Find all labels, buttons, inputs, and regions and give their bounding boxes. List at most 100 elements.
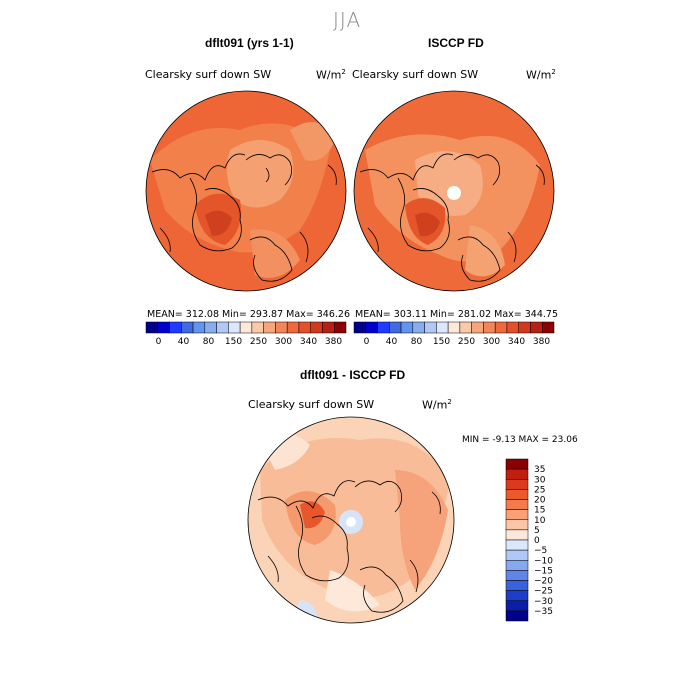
colorbar-swatch bbox=[483, 321, 496, 334]
diff-minmax: MIN = -9.13 MAX = 23.06 bbox=[462, 435, 578, 445]
colorbar-tick-label: 340 bbox=[300, 337, 317, 347]
colorbar-swatch bbox=[505, 600, 529, 612]
colorbar-tick-label: 340 bbox=[508, 337, 525, 347]
colorbar-swatch bbox=[228, 321, 241, 334]
colorbar-swatch bbox=[505, 590, 529, 601]
colorbar-tick-label: 150 bbox=[225, 337, 242, 347]
colorbar-tick-label: 0 bbox=[156, 337, 162, 347]
colorbar-tick-label: 80 bbox=[203, 337, 215, 347]
colorbar-swatch bbox=[436, 321, 449, 334]
colorbar-swatch bbox=[447, 321, 461, 334]
colorbar-swatch bbox=[424, 321, 437, 334]
colorbar-tick-label: 150 bbox=[433, 337, 450, 347]
colorbar-swatch bbox=[181, 321, 194, 334]
colorbar-swatch bbox=[505, 580, 529, 591]
colorbar-tick-label: 250 bbox=[250, 337, 267, 347]
abs-colorbar-2 bbox=[353, 321, 555, 334]
colorbar-swatch bbox=[275, 321, 288, 334]
colorbar-swatch bbox=[505, 489, 529, 500]
colorbar-swatch bbox=[377, 321, 390, 334]
map1-region bbox=[226, 140, 294, 208]
panel2-units-sup: 2 bbox=[551, 68, 556, 76]
colorbar-swatch bbox=[505, 468, 529, 480]
map1-border bbox=[145, 90, 347, 292]
colorbar-tick-label: 40 bbox=[386, 337, 398, 347]
diff-title: dflt091 - ISCCP FD bbox=[300, 368, 406, 382]
panel2-units: W/m2 bbox=[526, 68, 556, 82]
colorbar-tick-label: 380 bbox=[533, 337, 550, 347]
map1-polar-projection bbox=[146, 91, 346, 291]
map2-border bbox=[353, 90, 555, 292]
colorbar-swatch bbox=[310, 321, 323, 334]
panel1-field: Clearsky surf down SW bbox=[145, 68, 272, 81]
colorbar-swatch bbox=[169, 321, 182, 334]
diff-colorbar bbox=[505, 458, 529, 622]
colorbar-swatch bbox=[353, 321, 367, 334]
colorbar-tick-label: −15 bbox=[534, 566, 553, 576]
diff-units-sup: 2 bbox=[447, 398, 452, 406]
map2-region bbox=[415, 212, 440, 237]
colorbar-tick-label: 0 bbox=[364, 337, 370, 347]
colorbar-swatch bbox=[518, 321, 531, 334]
colorbar-tick-label: 5 bbox=[534, 526, 540, 536]
colorbar-swatch bbox=[286, 321, 300, 334]
colorbar-swatch bbox=[365, 321, 378, 334]
colorbar-tick-label: −25 bbox=[534, 587, 553, 597]
colorbar-swatch bbox=[145, 321, 159, 334]
colorbar-swatch bbox=[505, 610, 529, 622]
colorbar-swatch bbox=[471, 321, 484, 334]
colorbar-tick-label: −20 bbox=[534, 577, 553, 587]
diff-units: W/m2 bbox=[422, 398, 452, 412]
colorbar-swatch bbox=[494, 321, 508, 334]
colorbar-swatch bbox=[192, 321, 206, 334]
colorbar-tick-label: 35 bbox=[534, 465, 545, 475]
colorbar-swatch bbox=[263, 321, 276, 334]
colorbar-swatch bbox=[333, 321, 347, 334]
panel2-field: Clearsky surf down SW bbox=[352, 68, 479, 81]
map1-region bbox=[205, 210, 232, 236]
colorbar-swatch bbox=[459, 321, 472, 334]
panel1-units-sup: 2 bbox=[341, 68, 346, 76]
diff-region bbox=[395, 470, 448, 590]
colorbar-tick-label: −10 bbox=[534, 556, 553, 566]
colorbar-swatch bbox=[505, 509, 529, 520]
diff-map-border bbox=[247, 416, 455, 624]
colorbar-swatch bbox=[505, 560, 529, 571]
colorbar-tick-label: 300 bbox=[275, 337, 292, 347]
colorbar-swatch bbox=[505, 570, 529, 581]
colorbar-tick-label: 10 bbox=[534, 516, 546, 526]
map2-polar-projection bbox=[354, 91, 554, 291]
colorbar-swatch bbox=[298, 321, 311, 334]
colorbar-tick-label: −5 bbox=[534, 546, 547, 556]
map2-coastlines bbox=[359, 153, 545, 282]
panel2-title: ISCCP FD bbox=[428, 36, 484, 50]
panel1-units: W/m2 bbox=[316, 68, 346, 82]
colorbar-swatch bbox=[216, 321, 229, 334]
abs-colorbar-2-labels: 0 40 80 150 250 300 340 380 bbox=[364, 337, 551, 347]
colorbar-swatch bbox=[204, 321, 217, 334]
colorbar-tick-label: 40 bbox=[178, 337, 190, 347]
colorbar-tick-label: 15 bbox=[534, 506, 545, 516]
panel2-units-text: W/m bbox=[526, 68, 552, 82]
colorbar-tick-label: −30 bbox=[534, 597, 553, 607]
panel1-title: dflt091 (yrs 1-1) bbox=[205, 36, 294, 50]
diff-pole-missing bbox=[346, 517, 356, 527]
colorbar-swatch bbox=[239, 321, 253, 334]
diff-coastlines bbox=[257, 480, 441, 613]
colorbar-swatch bbox=[505, 539, 529, 551]
colorbar-tick-label: 30 bbox=[534, 475, 546, 485]
colorbar-swatch bbox=[505, 549, 529, 561]
panel1-stats: MEAN= 312.08 Min= 293.87 Max= 346.26 bbox=[147, 309, 351, 320]
colorbar-swatch bbox=[506, 321, 519, 334]
map2-missing-pole bbox=[447, 186, 461, 200]
diff-greenland-max bbox=[300, 501, 325, 529]
colorbar-tick-label: 250 bbox=[458, 337, 475, 347]
map1-coastlines bbox=[151, 153, 337, 282]
colorbar-swatch bbox=[400, 321, 414, 334]
diff-field: Clearsky surf down SW bbox=[248, 398, 375, 411]
colorbar-tick-label: 80 bbox=[411, 337, 423, 347]
colorbar-swatch bbox=[541, 321, 555, 334]
abs-colorbar-1-labels: 0 40 80 150 250 300 340 380 bbox=[156, 337, 343, 347]
